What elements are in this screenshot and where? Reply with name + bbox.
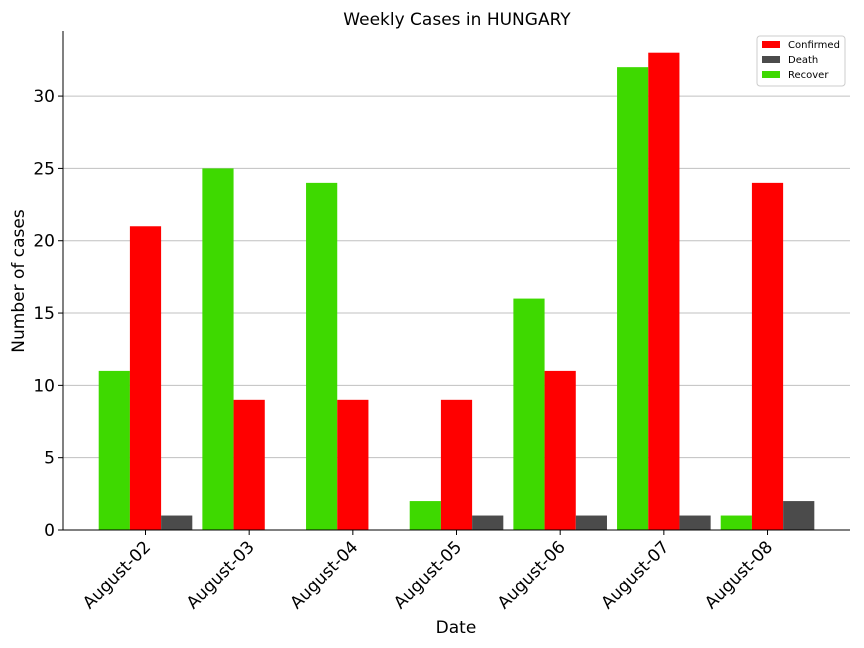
- bar-recover-august-02: [98, 370, 130, 530]
- grid-lines: [63, 95, 850, 459]
- chart-title: Weekly Cases in HUNGARY: [343, 10, 571, 30]
- x-tick-label: August-06: [494, 537, 570, 613]
- legend-swatch-recover: [762, 71, 780, 78]
- bar-confirmed-august-03: [233, 399, 265, 530]
- legend-label-confirmed: Confirmed: [788, 40, 840, 51]
- bar-recover-august-07: [617, 67, 649, 530]
- bar-recover-august-06: [513, 298, 545, 530]
- x-tick-label: August-02: [79, 537, 155, 613]
- x-tick-label: August-03: [183, 537, 259, 613]
- bar-confirmed-august-07: [648, 52, 680, 531]
- bar-confirmed-august-02: [129, 226, 162, 530]
- bar-death-august-02: [161, 515, 193, 530]
- x-ticks: August-02 August-03 August-04 August-05 Augu…: [79, 530, 777, 613]
- y-tick-label: 25: [33, 159, 55, 179]
- x-tick-label: August-07: [598, 537, 674, 613]
- y-ticks: 0 5 10 15 20 25 30: [33, 87, 63, 541]
- x-tick-label: August-05: [390, 537, 466, 613]
- x-axis-label: Date: [436, 618, 477, 638]
- bar-death-august-05: [472, 515, 504, 530]
- y-tick-label: 5: [44, 449, 55, 469]
- bar-recover-august-05: [409, 501, 441, 530]
- bar-recover-august-08: [720, 515, 752, 530]
- legend-swatch-confirmed: [762, 41, 780, 48]
- bar-confirmed-august-05: [440, 399, 473, 530]
- legend-label-recover: Recover: [788, 70, 829, 81]
- y-tick-label: 0: [44, 521, 55, 541]
- bar-death-august-08: [783, 501, 815, 530]
- y-tick-label: 10: [33, 376, 55, 396]
- x-tick-label: August-04: [287, 537, 363, 613]
- legend-swatch-death: [762, 56, 780, 63]
- y-tick-label: 30: [33, 87, 55, 107]
- legend: Confirmed Death Recover: [756, 35, 846, 87]
- bar-recover-august-03: [202, 168, 234, 530]
- legend-label-death: Death: [788, 55, 818, 66]
- y-tick-label: 15: [33, 304, 55, 324]
- bar-confirmed-august-06: [544, 370, 576, 530]
- bar-death-august-06: [575, 515, 607, 530]
- bars: [98, 52, 815, 531]
- bar-confirmed-august-04: [337, 399, 369, 530]
- bar-recover-august-04: [306, 182, 338, 530]
- y-axis-label: Number of cases: [9, 209, 29, 353]
- bar-confirmed-august-08: [751, 182, 784, 530]
- x-tick-label: August-08: [701, 537, 777, 613]
- y-tick-label: 20: [33, 232, 55, 252]
- bar-death-august-07: [679, 515, 711, 530]
